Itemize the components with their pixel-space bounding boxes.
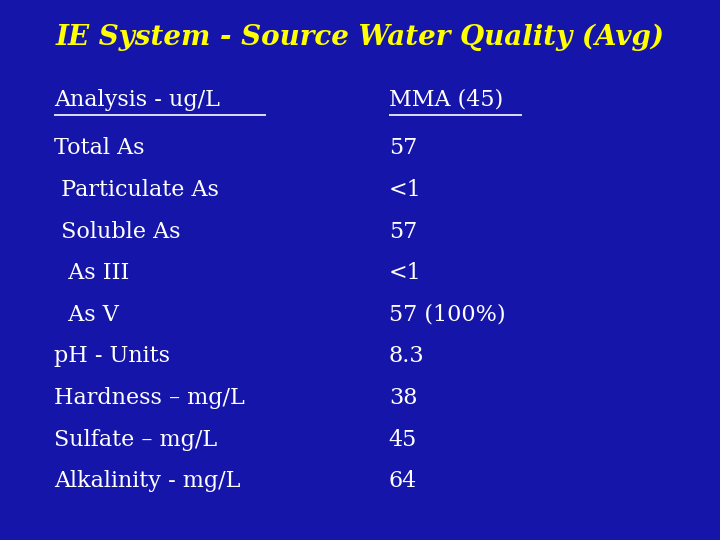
Text: Particulate As: Particulate As <box>54 179 219 201</box>
Text: MMA (45): MMA (45) <box>389 89 503 111</box>
Text: IE System - Source Water Quality (Avg): IE System - Source Water Quality (Avg) <box>55 24 665 51</box>
Text: 38: 38 <box>389 387 418 409</box>
Text: Total As: Total As <box>54 138 145 159</box>
Text: 57 (100%): 57 (100%) <box>389 304 505 326</box>
Text: 64: 64 <box>389 470 417 492</box>
Text: 57: 57 <box>389 221 417 242</box>
Text: As V: As V <box>54 304 119 326</box>
Text: Alkalinity - mg/L: Alkalinity - mg/L <box>54 470 240 492</box>
Text: Soluble As: Soluble As <box>54 221 181 242</box>
Text: 57: 57 <box>389 138 417 159</box>
Text: pH - Units: pH - Units <box>54 346 170 367</box>
Text: Hardness – mg/L: Hardness – mg/L <box>54 387 245 409</box>
Text: 8.3: 8.3 <box>389 346 424 367</box>
Text: Analysis - ug/L: Analysis - ug/L <box>54 89 220 111</box>
Text: <1: <1 <box>389 262 421 284</box>
Text: 45: 45 <box>389 429 417 450</box>
Text: <1: <1 <box>389 179 421 201</box>
Text: Sulfate – mg/L: Sulfate – mg/L <box>54 429 217 450</box>
Text: As III: As III <box>54 262 130 284</box>
